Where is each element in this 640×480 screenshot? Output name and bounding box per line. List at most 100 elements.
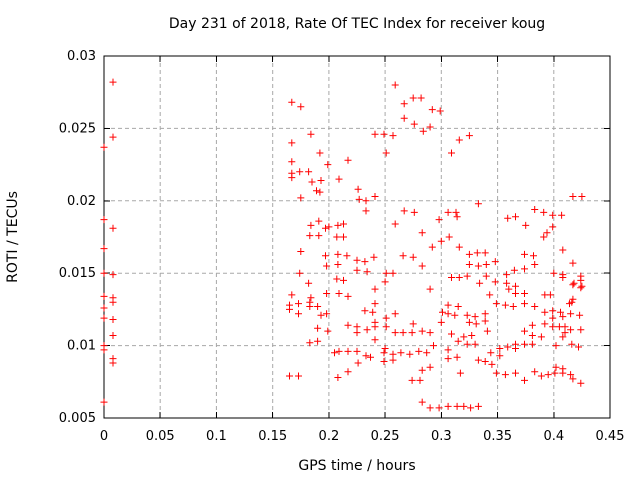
data-point-marker [577, 326, 585, 334]
data-point-marker [286, 372, 293, 380]
data-point-marker [463, 340, 471, 348]
data-point-marker [471, 313, 479, 321]
x-tick-label: 0 [100, 429, 108, 444]
data-point-marker [354, 359, 362, 367]
data-point-marker [474, 200, 482, 208]
data-point-marker [444, 402, 452, 410]
data-point-marker [491, 278, 499, 286]
data-point-marker [307, 221, 315, 229]
data-point-marker [549, 314, 557, 322]
data-point-marker [308, 178, 316, 186]
data-point-marker [370, 253, 378, 261]
data-point-marker [314, 337, 322, 345]
data-point-marker [437, 237, 445, 245]
data-point-marker [324, 161, 332, 169]
data-point-marker [371, 285, 379, 293]
data-point-marker [444, 355, 452, 363]
data-point-marker [503, 271, 511, 279]
data-point-marker [444, 301, 452, 309]
data-point-marker [361, 258, 369, 266]
data-point-marker [426, 363, 434, 371]
data-point-marker [567, 371, 575, 379]
data-point-marker [481, 358, 489, 365]
data-point-marker [354, 185, 362, 193]
data-point-marker [100, 346, 108, 354]
data-point-marker [550, 269, 558, 277]
y-tick-label: 0.015 [59, 266, 96, 281]
data-point-marker [481, 249, 489, 257]
data-point-marker [296, 269, 304, 277]
data-point-marker [460, 402, 468, 410]
data-points [100, 78, 586, 412]
data-point-marker [100, 304, 108, 312]
data-point-marker [371, 193, 379, 200]
data-point-marker [323, 310, 331, 318]
data-point-marker [400, 100, 408, 108]
data-point-marker [382, 323, 390, 331]
data-point-marker [537, 333, 545, 341]
data-point-marker [109, 133, 117, 141]
data-point-marker [109, 224, 117, 232]
data-point-marker [288, 158, 296, 166]
data-point-marker [549, 323, 557, 331]
data-point-marker [504, 214, 512, 222]
data-point-marker [452, 208, 460, 216]
data-point-marker [408, 329, 416, 337]
data-point-marker [418, 366, 426, 374]
data-point-marker [408, 376, 416, 384]
data-point-marker [444, 208, 452, 216]
data-point-marker [505, 285, 513, 293]
data-point-marker [569, 281, 577, 289]
data-point-marker [333, 275, 341, 283]
data-point-marker [454, 337, 462, 345]
data-point-marker [344, 368, 352, 376]
data-point-marker [391, 329, 399, 337]
data-point-marker [322, 224, 329, 232]
data-point-marker [418, 327, 426, 335]
data-point-marker [109, 78, 117, 86]
y-tick-label: 0.025 [59, 121, 96, 136]
data-point-marker [306, 339, 314, 347]
data-point-marker [492, 369, 500, 377]
data-point-marker [416, 376, 424, 384]
data-point-marker [380, 358, 388, 365]
data-point-marker [335, 290, 343, 297]
data-point-marker [453, 402, 461, 410]
data-point-marker [334, 221, 342, 229]
data-point-marker [317, 311, 325, 319]
data-point-marker [426, 404, 434, 412]
data-point-marker [521, 300, 528, 308]
y-axis-label: ROTI / TECUs [5, 191, 21, 283]
x-tick-label: 0.4 [543, 429, 564, 444]
data-point-marker [100, 245, 108, 253]
data-point-marker [448, 330, 455, 338]
data-point-marker [344, 347, 352, 355]
data-point-marker [544, 371, 552, 379]
data-point-marker [501, 301, 509, 309]
data-point-marker [569, 375, 577, 383]
data-point-marker [437, 318, 445, 326]
data-point-marker [559, 246, 567, 254]
data-point-marker [465, 318, 473, 326]
data-point-marker [361, 307, 369, 315]
data-point-marker [296, 168, 304, 176]
data-point-marker [100, 269, 108, 277]
data-point-marker [549, 211, 557, 219]
data-point-marker [288, 291, 296, 299]
data-point-marker [512, 213, 519, 221]
data-point-marker [492, 300, 500, 308]
data-point-marker [577, 272, 585, 280]
data-point-marker [465, 132, 473, 140]
data-point-marker [100, 292, 108, 300]
data-point-marker [482, 272, 490, 280]
x-tick-label: 0.15 [258, 429, 287, 444]
data-point-marker [391, 81, 399, 89]
data-point-marker [409, 253, 417, 261]
data-point-marker [577, 284, 585, 292]
data-point-marker [491, 258, 499, 266]
data-point-marker [540, 233, 548, 241]
data-point-marker [109, 332, 117, 339]
data-point-marker [316, 188, 324, 196]
data-point-marker [109, 271, 117, 279]
